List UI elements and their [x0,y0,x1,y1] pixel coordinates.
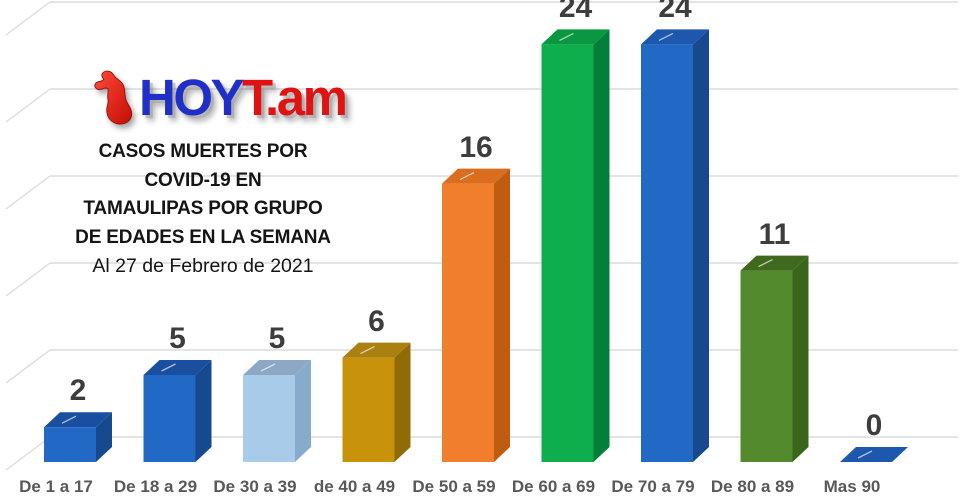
bar-side-face [195,360,212,462]
bar-de-18-a-29 [143,360,212,462]
category-label: De 1 a 17 [19,477,93,496]
gridline-depth [5,175,51,210]
bar-side-face [96,412,112,462]
bar-side-face [295,360,311,462]
category-label: de 40 a 49 [313,477,396,496]
tamaulipas-state-icon [94,70,133,125]
bar-de-80-a-89 [740,255,809,462]
brand-name-prefix: HOY [139,69,245,127]
bar-side-face [792,255,809,462]
title-line-3: TAMAULIPAS POR GRUPO [83,198,323,219]
bar-top-highlight [459,172,475,181]
bar-front-face [442,183,494,462]
bar-value-label: 0 [865,409,883,442]
category-label: De 50 a 59 [412,477,496,496]
bar-front-face [541,44,594,463]
gridline-depth [5,349,51,384]
title-line-1: CASOS MUERTES POR [98,141,308,162]
chart-title-block: CASOS MUERTES POR COVID-19 EN TAMAULIPAS… [58,138,348,279]
gridline-depth [5,262,51,297]
bar-value-label: 5 [268,322,286,355]
bar-top-face [541,29,610,45]
category-label: De 18 a 29 [113,477,198,496]
brand-name-suffix: T.am [242,69,348,127]
bar-front-face [44,427,96,462]
bar-top-face [840,447,908,462]
bar-side-face [593,29,610,463]
bar-top-highlight [360,346,375,355]
title-line-4: DE EDADES EN LA SEMANA [75,226,331,248]
bar-value-label: 6 [368,304,385,338]
bar-top-face [44,412,112,428]
bar-top-face [740,255,809,271]
bar-front-face [740,270,793,462]
gridline-depth [5,1,51,36]
bar-top-face [442,168,510,184]
bar-de-50-a-59 [442,168,510,462]
bar-de-70-a-79 [641,29,709,463]
bar-top-highlight [559,32,574,41]
category-label: De 30 a 39 [213,477,297,496]
bar-value-label: 16 [459,130,493,164]
bar-top-face [641,29,709,45]
bar-value-label: 24 [558,0,593,25]
category-label: De 80 a 89 [710,477,795,496]
bar-de-30-a-39 [243,360,311,462]
bar-front-face [342,357,395,462]
bar-top-face [243,360,311,375]
bar-value-label: 11 [758,217,791,251]
bar-top-highlight [857,450,873,459]
bar-front-face [641,44,693,463]
brand-name: HOYT.am [139,69,348,127]
bar-de-60-a-69 [541,29,610,463]
bar-mas-90 [840,447,908,462]
bar-de-40-a-49 [342,342,411,462]
brand-logo: HOYT.am [84,69,348,127]
bar-front-face [143,375,196,462]
gridline-depth [5,88,51,123]
bar-side-face [693,29,709,463]
bar-front-face [243,375,295,462]
bar-top-face [342,342,411,358]
bar-side-face [394,342,411,462]
bar-top-highlight [658,32,674,41]
bar-value-label: 2 [69,374,87,408]
bar-top-highlight [758,259,773,268]
chart-date: Al 27 de Febrero de 2021 [92,255,314,277]
category-label: De 60 a 69 [511,477,596,496]
bar-top-highlight [161,363,176,372]
bar-side-face [494,168,510,462]
gridline-depth [5,436,51,471]
category-label: De 70 a 79 [611,477,695,496]
bar-top-highlight [61,415,77,424]
bar-de-1-a-17 [44,412,112,462]
bar-top-highlight [260,363,276,372]
bar-top-face [143,360,212,375]
bar-value-label: 24 [658,0,692,25]
bar-value-label: 5 [169,322,186,355]
category-label: Mas 90 [823,477,881,496]
title-line-2: COVID-19 EN [144,169,262,191]
